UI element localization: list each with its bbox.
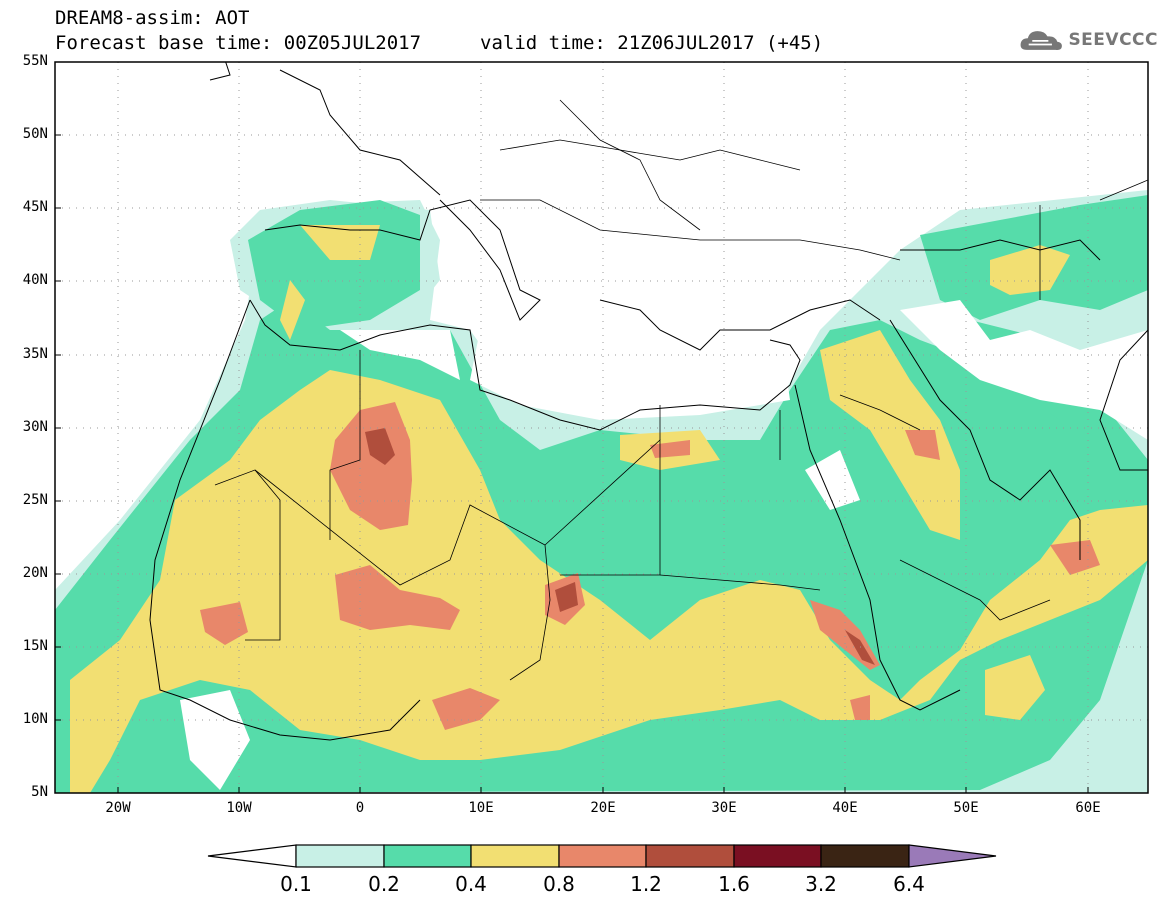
lon-label-50e: 50E <box>953 800 979 816</box>
colorbar-label-1.6: 1.6 <box>718 872 750 896</box>
lat-label-40n: 40N <box>22 272 48 288</box>
lon-label-0: 0 <box>355 800 365 816</box>
lat-label-35n: 35N <box>22 346 48 362</box>
seevccc-logo: SEEVCCC <box>1018 22 1158 58</box>
colorbar-label-0.2: 0.2 <box>368 872 400 896</box>
colorbar-label-0.4: 0.4 <box>455 872 487 896</box>
lon-label-60e: 60E <box>1075 800 1101 816</box>
valid-time: valid time: 21Z06JUL2017 (+45) <box>480 32 824 54</box>
axis-ticks <box>55 61 1089 794</box>
colorbar-label-0.1: 0.1 <box>280 872 312 896</box>
colorbar-label-6.4: 6.4 <box>893 872 925 896</box>
colorbar-label-1.2: 1.2 <box>630 872 662 896</box>
lat-label-55n: 55N <box>22 53 48 69</box>
lat-label-10n: 10N <box>22 711 48 727</box>
colorbar-bin-6 <box>733 844 822 868</box>
colorbar-bin-2 <box>383 844 472 868</box>
country-borders <box>214 99 1148 681</box>
graticule <box>55 62 1148 793</box>
coastlines <box>149 62 1148 741</box>
colorbar-label-3.2: 3.2 <box>805 872 837 896</box>
lat-label-30n: 30N <box>22 419 48 435</box>
colorbar <box>207 844 997 868</box>
lat-label-50n: 50N <box>22 126 48 142</box>
colorbar-label-0.8: 0.8 <box>543 872 575 896</box>
logo-text: SEEVCCC <box>1068 30 1158 50</box>
cloud-icon <box>1020 31 1062 51</box>
colorbar-high-arrow <box>908 844 997 868</box>
lon-label-40e: 40E <box>832 800 858 816</box>
colorbar-low-arrow <box>207 844 297 868</box>
lon-label-20w: 20W <box>105 800 131 816</box>
base-time: Forecast base time: 00Z05JUL2017 <box>55 32 422 54</box>
lat-label-5n: 5N <box>31 784 48 800</box>
lon-label-10w: 10W <box>226 800 252 816</box>
colorbar-bin-3 <box>470 844 560 868</box>
lon-label-20e: 20E <box>590 800 616 816</box>
lat-label-20n: 20N <box>22 565 48 581</box>
colorbar-bin-4 <box>558 844 647 868</box>
lat-label-25n: 25N <box>22 492 48 508</box>
lat-label-45n: 45N <box>22 199 48 215</box>
aot-clear-areas <box>180 300 1148 790</box>
lat-label-15n: 15N <box>22 638 48 654</box>
colorbar-bin-7 <box>820 844 910 868</box>
colorbar-bin-5 <box>645 844 735 868</box>
lon-label-30e: 30E <box>711 800 737 816</box>
colorbar-bin-1 <box>295 844 385 868</box>
map-title: DREAM8-assim: AOT <box>55 7 250 29</box>
lon-label-10e: 10E <box>468 800 494 816</box>
